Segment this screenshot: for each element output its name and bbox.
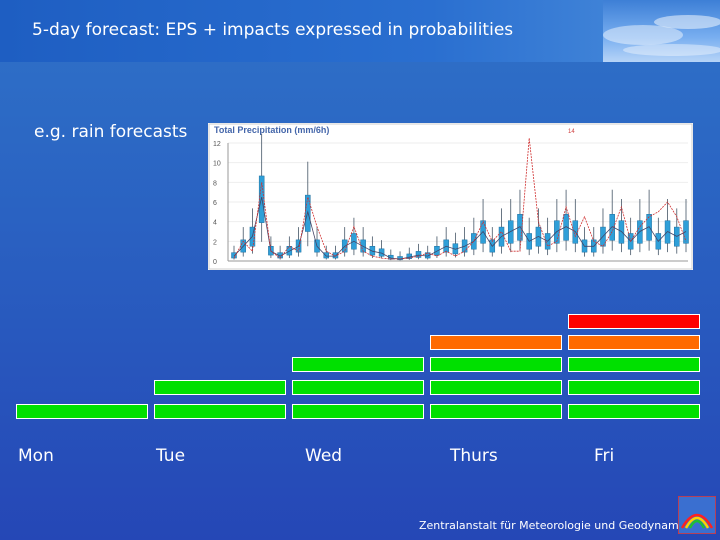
box-body xyxy=(507,220,514,244)
box-body xyxy=(332,252,339,259)
title-bar: 5-day forecast: EPS + impacts expressed … xyxy=(0,0,720,62)
precipitation-chart-svg: Total Precipitation (mm/6h) 14 0 2 4 6 8 10 12 xyxy=(208,123,693,270)
impact-bar-green xyxy=(292,380,424,395)
box-body xyxy=(609,214,615,241)
box-body xyxy=(424,252,431,259)
impact-bar-green xyxy=(154,380,286,395)
sky-clouds-icon xyxy=(603,15,720,56)
impact-bar-red xyxy=(568,314,700,329)
box-body xyxy=(323,252,329,259)
day-label: Fri xyxy=(594,446,615,466)
box-body xyxy=(369,246,376,256)
impact-bar-orange xyxy=(430,335,562,350)
impact-bar-green xyxy=(430,380,562,395)
plot-area xyxy=(231,133,689,261)
impact-bar-green xyxy=(154,404,286,419)
impact-bar-green xyxy=(292,404,424,419)
impact-bar-green xyxy=(568,380,700,395)
chart-top-marker: 14 xyxy=(568,129,575,135)
y-tick-label: 8 xyxy=(213,180,217,187)
day-label: Tue xyxy=(156,446,186,466)
subtitle: e.g. rain forecasts xyxy=(34,122,188,142)
y-axis: 0 2 4 6 8 10 12 xyxy=(213,141,688,266)
footer-text: Zentralanstalt für Meteorologie und Geod… xyxy=(419,519,689,532)
impact-bar-green xyxy=(430,357,562,372)
y-tick-label: 12 xyxy=(213,141,221,148)
chart-title: Total Precipitation (mm/6h) xyxy=(214,125,329,135)
slide-title: 5-day forecast: EPS + impacts expressed … xyxy=(32,20,514,40)
day-label: Thurs xyxy=(450,446,498,466)
impact-bar-orange xyxy=(568,335,700,350)
day-label: Mon xyxy=(18,446,54,466)
box-body xyxy=(683,220,689,244)
box-body xyxy=(434,246,440,256)
impact-bar-green xyxy=(292,357,424,372)
median-line xyxy=(233,197,687,260)
precipitation-chart: Total Precipitation (mm/6h) 14 0 2 4 6 8 10 12 xyxy=(208,123,693,270)
y-tick-label: 0 xyxy=(213,259,217,266)
y-tick-label: 4 xyxy=(213,220,217,227)
deterministic-line xyxy=(233,138,687,260)
impact-bar-green xyxy=(16,404,148,419)
day-label: Wed xyxy=(305,446,343,466)
y-tick-label: 2 xyxy=(213,239,217,246)
y-tick-label: 6 xyxy=(213,200,217,207)
zamg-logo-icon xyxy=(678,496,716,534)
box-body xyxy=(517,214,523,241)
impact-bar-green xyxy=(568,357,700,372)
sky-image xyxy=(603,0,720,62)
box-body xyxy=(563,214,569,241)
box-body xyxy=(415,251,422,258)
impact-bar-green xyxy=(430,404,562,419)
y-tick-label: 10 xyxy=(213,161,221,168)
impact-bar-green xyxy=(568,404,700,419)
